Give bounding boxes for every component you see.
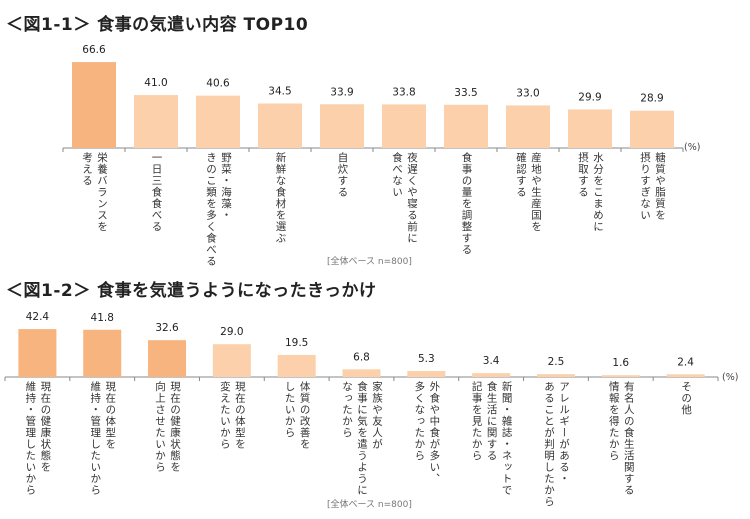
data-label: 5.3 (418, 353, 435, 365)
category-label: 糖質や脂質を 摂りすぎない (639, 152, 666, 221)
bar (320, 104, 364, 148)
category-label: 夜遅くや寝る前に 食べない (391, 152, 418, 244)
category-label: 家族や友人が 食事に気を遣うように なったから (341, 381, 383, 496)
data-label: 34.5 (268, 85, 291, 97)
category-label: その他 (680, 381, 693, 416)
data-label: 6.8 (353, 351, 370, 363)
bar (472, 373, 511, 377)
data-label: 29.0 (220, 326, 243, 338)
category-label: 体質の改善を したいから (283, 381, 311, 450)
bar (134, 95, 178, 148)
bar (601, 375, 640, 377)
bar (196, 95, 240, 148)
category-label: 外食や中食が多い、 多くなったから (413, 381, 441, 485)
category-label: 現在の健康状態を 維持・管理したいから (24, 381, 52, 496)
bar (506, 105, 550, 148)
category-label: 食事の量を調整する (460, 152, 473, 256)
data-label: 33.8 (392, 86, 415, 98)
category-label: 現在の体型を 変えたいから (218, 381, 246, 450)
chart-2-title: ＜図1-2＞ 食事を気遣うようになったきっかけ (6, 281, 377, 301)
bar (536, 374, 575, 377)
data-label: 41.8 (91, 312, 114, 324)
bar (212, 344, 251, 377)
category-label: 現在の健康状態を 向上させたいから (154, 381, 182, 473)
bar (407, 371, 446, 377)
category-label: 野菜・海藻・ きのこ類を多く食べる (205, 152, 232, 267)
data-label: 41.0 (144, 77, 167, 89)
bar (258, 103, 302, 148)
bar (342, 369, 381, 377)
category-label: 有名人の食生活関する 情報を得たから (607, 381, 635, 496)
data-label: 33.9 (330, 86, 353, 98)
chart-2-base-note: [全体ベース n=800] (327, 500, 412, 510)
category-label: 産地や生産国を 確認する (515, 152, 542, 233)
bar (277, 354, 316, 377)
bar (148, 340, 187, 377)
data-label: 2.5 (548, 356, 565, 368)
category-label: アレルギーがある・ あることが判明したから (542, 381, 570, 508)
data-label: 3.4 (483, 355, 500, 367)
data-label: 28.9 (640, 93, 663, 105)
category-label: 新聞・雑誌・ネットで 食生活に関する 記事を見たから (470, 381, 513, 496)
category-label: 現在の体型を 維持・管理したいから (89, 381, 117, 496)
bar (18, 329, 57, 377)
data-label: 2.4 (677, 356, 694, 368)
category-label: 栄養バランスを 考える (81, 152, 108, 233)
data-label: 42.4 (26, 311, 50, 323)
bar (666, 374, 705, 377)
data-label: 33.5 (454, 87, 477, 99)
category-label: 水分をこまめに 摂取する (577, 152, 604, 233)
category-label: 自炊する (336, 152, 349, 198)
bar (83, 329, 122, 377)
data-label: 29.9 (578, 91, 601, 103)
category-label: 新鮮な食材を選ぶ (274, 152, 287, 244)
chart-1-base-note: [全体ベース n=800] (327, 257, 412, 267)
category-label: 一日三食食べる (150, 152, 163, 233)
chart-2-unit: (%) (722, 372, 739, 383)
chart-1-unit: (%) (684, 142, 701, 153)
chart-1-title: ＜図1-1＞ 食事の気遣い内容 TOP10 (6, 15, 309, 35)
data-label: 32.6 (155, 322, 179, 334)
data-label: 1.6 (612, 357, 629, 369)
bar (444, 104, 488, 148)
data-label: 33.0 (516, 87, 539, 99)
bar (382, 104, 426, 148)
data-label: 66.6 (82, 44, 106, 56)
bar (630, 110, 674, 148)
bar (568, 109, 612, 148)
bar (72, 62, 116, 148)
data-label: 19.5 (285, 337, 308, 349)
data-label: 40.6 (206, 78, 230, 90)
